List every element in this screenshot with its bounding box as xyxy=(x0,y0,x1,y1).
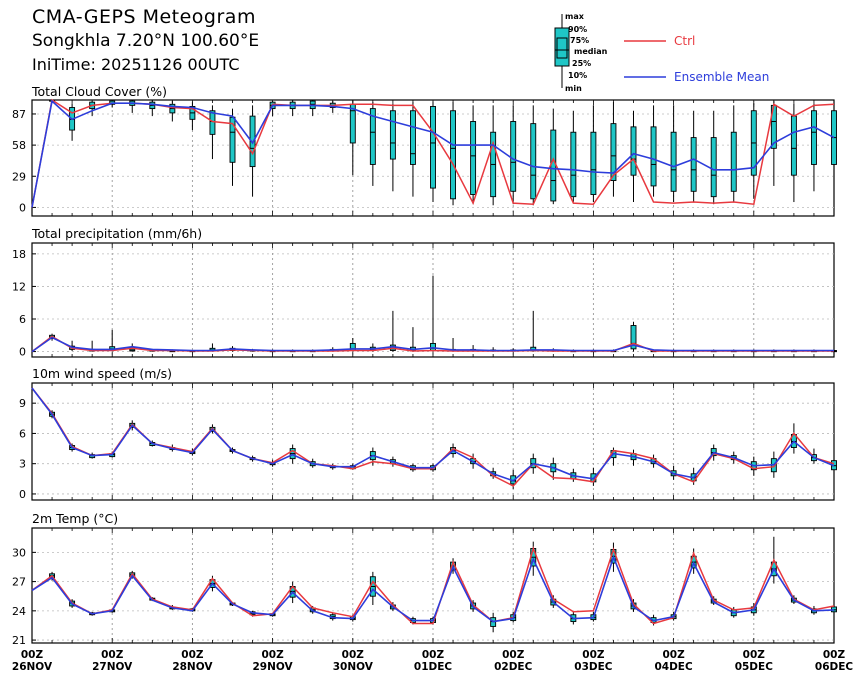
y-tick-label: 18 xyxy=(12,248,26,261)
y-tick-label: 30 xyxy=(12,546,26,559)
x-tick-label-date: 02DEC xyxy=(494,661,533,673)
panel-title-cloud: Total Cloud Cover (%) xyxy=(32,84,168,99)
box xyxy=(670,131,677,192)
box xyxy=(811,110,817,165)
box xyxy=(430,105,436,189)
x-tick-label-date: 03DEC xyxy=(574,661,613,673)
legend-box-inner xyxy=(556,37,568,59)
x-tick-label-hour: 00Z xyxy=(21,649,44,661)
chart-title: CMA-GEPS Meteogram xyxy=(32,6,256,28)
box xyxy=(690,137,697,192)
box xyxy=(410,110,416,165)
x-tick-label-hour: 00Z xyxy=(823,649,846,661)
panel-title-precip: Total precipitation (mm/6h) xyxy=(32,226,203,241)
box xyxy=(430,342,436,351)
x-tick-label-hour: 00Z xyxy=(342,649,365,661)
y-tick-label: 24 xyxy=(12,605,26,618)
box xyxy=(209,110,216,135)
ensemble-mean-line xyxy=(31,336,834,353)
x-tick-label-hour: 00Z xyxy=(422,649,445,661)
y-tick-label: 3 xyxy=(19,458,26,471)
box xyxy=(590,131,597,195)
box xyxy=(630,325,637,350)
legend-label-mean: Ensemble Mean xyxy=(674,70,770,84)
y-tick-label: 0 xyxy=(19,201,26,214)
box xyxy=(550,129,557,202)
y-tick-label: 87 xyxy=(12,108,26,121)
ensemble-mean-line xyxy=(31,554,835,623)
y-tick-label: 0 xyxy=(19,346,26,359)
legend-label-max: max xyxy=(565,12,584,21)
ctrl-line xyxy=(31,546,835,625)
panel-frame xyxy=(31,527,835,644)
box xyxy=(389,110,396,160)
legend-label-ctrl: Ctrl xyxy=(674,34,696,48)
x-tick-label-date: 01DEC xyxy=(414,661,453,673)
box xyxy=(630,126,637,176)
box xyxy=(470,121,477,195)
panel-title-wind: 10m wind speed (m/s) xyxy=(32,366,172,381)
x-tick-label-date: 29NOV xyxy=(253,661,294,673)
x-tick-label-date: 05DEC xyxy=(735,661,774,673)
x-tick-label-hour: 00Z xyxy=(582,649,605,661)
panel-title-temp: 2m Temp (°C) xyxy=(32,511,119,526)
x-tick-label-hour: 00Z xyxy=(181,649,204,661)
y-tick-label: 21 xyxy=(12,634,26,647)
box xyxy=(570,131,577,198)
ensemble-mean-line xyxy=(31,387,835,482)
legend-label-p10: 10% xyxy=(568,71,588,80)
legend-label-min: min xyxy=(565,84,582,93)
legend-label-median: median xyxy=(574,47,608,56)
box xyxy=(249,115,256,168)
box xyxy=(369,108,376,165)
x-tick-label-hour: 00Z xyxy=(743,649,766,661)
x-tick-label-date: 28NOV xyxy=(172,661,213,673)
x-tick-label-date: 26NOV xyxy=(12,661,53,673)
box xyxy=(710,137,717,198)
box xyxy=(790,115,797,176)
location-label: Songkhla 7.20°N 100.60°E xyxy=(32,31,260,51)
box xyxy=(730,131,737,192)
box xyxy=(610,123,617,182)
box xyxy=(650,126,657,187)
y-tick-label: 9 xyxy=(19,397,26,410)
y-tick-label: 6 xyxy=(19,313,26,326)
legend-label-p75: 75% xyxy=(570,36,590,45)
x-tick-label-date: 04DEC xyxy=(654,661,693,673)
x-tick-label-hour: 00Z xyxy=(101,649,124,661)
legend-label-p25: 25% xyxy=(572,59,592,68)
y-tick-label: 29 xyxy=(12,170,26,183)
x-tick-label-date: 27NOV xyxy=(92,661,133,673)
y-tick-label: 6 xyxy=(19,427,26,440)
ensemble-mean-line xyxy=(31,99,835,208)
y-tick-label: 0 xyxy=(19,488,26,501)
legend-label-p90: 90% xyxy=(568,25,588,34)
init-time-label: IniTime: 20251126 00UTC xyxy=(32,55,240,74)
x-tick-label-date: 06DEC xyxy=(815,661,854,673)
x-tick-label-hour: 00Z xyxy=(502,649,525,661)
x-tick-label-hour: 00Z xyxy=(261,649,284,661)
box xyxy=(530,123,537,200)
y-tick-label: 12 xyxy=(12,280,26,293)
x-tick-label-hour: 00Z xyxy=(662,649,685,661)
x-tick-label-date: 30NOV xyxy=(333,661,374,673)
y-tick-label: 27 xyxy=(12,576,26,589)
y-tick-label: 58 xyxy=(12,139,26,152)
box xyxy=(510,121,517,192)
box xyxy=(450,110,456,200)
